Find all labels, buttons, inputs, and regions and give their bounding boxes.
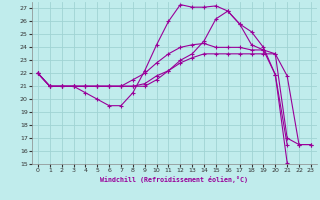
X-axis label: Windchill (Refroidissement éolien,°C): Windchill (Refroidissement éolien,°C) xyxy=(100,176,248,183)
